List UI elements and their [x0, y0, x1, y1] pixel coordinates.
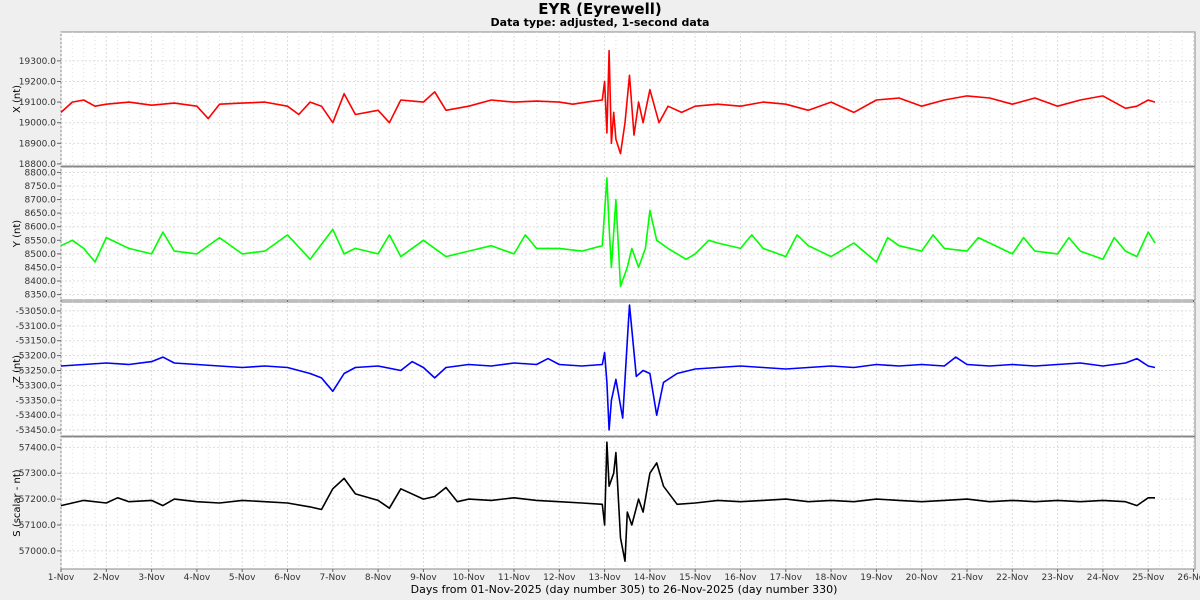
y-tick-label: 8550.0 [25, 236, 57, 246]
x-tick-label: 3-Nov [138, 573, 165, 583]
x-tick-label: 14-Nov [634, 573, 667, 583]
x-tick-label: 15-Nov [679, 573, 712, 583]
y-tick-label: -53250.0 [16, 366, 57, 376]
series-line [60, 49, 1156, 155]
x-tick-label: 7-Nov [320, 573, 347, 583]
y-tick-label: -53150.0 [16, 337, 57, 347]
y-tick-label: -53050.0 [16, 307, 57, 317]
plot-panel [60, 166, 1196, 301]
x-tick-label: 23-Nov [1041, 573, 1074, 583]
x-tick-label: 1-Nov [48, 573, 75, 583]
y-tick-label: -53200.0 [16, 352, 57, 362]
y-tick-label: 8400.0 [25, 277, 57, 287]
x-tick-label: 20-Nov [906, 573, 939, 583]
x-tick-label: 19-Nov [860, 573, 893, 583]
y-tick-label: 8750.0 [25, 182, 57, 192]
y-axis-label: S (scalar - nt) [12, 469, 23, 537]
x-tick-label: 4-Nov [184, 573, 211, 583]
x-tick-label: 25-Nov [1132, 573, 1165, 583]
y-tick-label: 57000.0 [19, 547, 56, 557]
x-tick-label: 17-Nov [770, 573, 803, 583]
chart-title: EYR (Eyrewell) [538, 0, 662, 18]
y-tick-label: 19300.0 [19, 57, 56, 67]
y-axis-label: Y (nt) [12, 220, 23, 248]
y-tick-label: 57200.0 [19, 495, 56, 505]
y-tick-label: -53400.0 [16, 411, 57, 421]
x-tick-label: 13-Nov [588, 573, 621, 583]
x-tick-label: 26-Nov [1177, 573, 1200, 583]
plot-panel [60, 436, 1196, 570]
x-tick-label: 21-Nov [951, 573, 984, 583]
y-tick-label: 57400.0 [19, 443, 56, 453]
x-tick-label: 22-Nov [996, 573, 1029, 583]
x-tick-label: 16-Nov [724, 573, 757, 583]
y-tick-label: -53100.0 [16, 322, 57, 332]
y-tick-label: -53350.0 [16, 396, 57, 406]
y-tick-label: 19100.0 [19, 98, 56, 108]
y-tick-label: -53300.0 [16, 381, 57, 391]
y-tick-label: 8350.0 [25, 291, 57, 301]
y-axis-label: X (nt) [12, 85, 23, 113]
y-tick-label: 57100.0 [19, 521, 56, 531]
y-tick-label: 8800.0 [25, 168, 57, 178]
y-tick-label: 19000.0 [19, 119, 56, 129]
y-tick-label: 8650.0 [25, 209, 57, 219]
x-axis-label: Days from 01-Nov-2025 (day number 305) t… [411, 583, 838, 596]
x-tick-label: 5-Nov [229, 573, 256, 583]
x-tick-label: 8-Nov [365, 573, 392, 583]
x-tick-label: 11-Nov [498, 573, 531, 583]
x-tick-label: 18-Nov [815, 573, 848, 583]
x-tick-label: 10-Nov [453, 573, 486, 583]
x-tick-label: 12-Nov [543, 573, 576, 583]
y-tick-label: 57300.0 [19, 469, 56, 479]
x-tick-label: 6-Nov [274, 573, 301, 583]
y-tick-label: 8500.0 [25, 250, 57, 260]
x-tick-label: 24-Nov [1087, 573, 1120, 583]
y-tick-label: 18900.0 [19, 139, 56, 149]
y-tick-label: 8450.0 [25, 263, 57, 273]
y-tick-label: -53450.0 [16, 426, 57, 436]
y-axis-label: Z (nt) [12, 355, 23, 383]
series-line [60, 441, 1155, 563]
x-tick-label: 2-Nov [93, 573, 120, 583]
series-line [60, 304, 1156, 431]
chart-subtitle: Data type: adjusted, 1-second data [490, 16, 710, 29]
series-line [60, 177, 1156, 288]
y-tick-label: 8700.0 [25, 196, 57, 206]
x-tick-label: 9-Nov [410, 573, 437, 583]
y-tick-label: 18800.0 [19, 160, 56, 170]
y-tick-label: 8600.0 [25, 223, 57, 233]
y-tick-label: 19200.0 [19, 77, 56, 87]
